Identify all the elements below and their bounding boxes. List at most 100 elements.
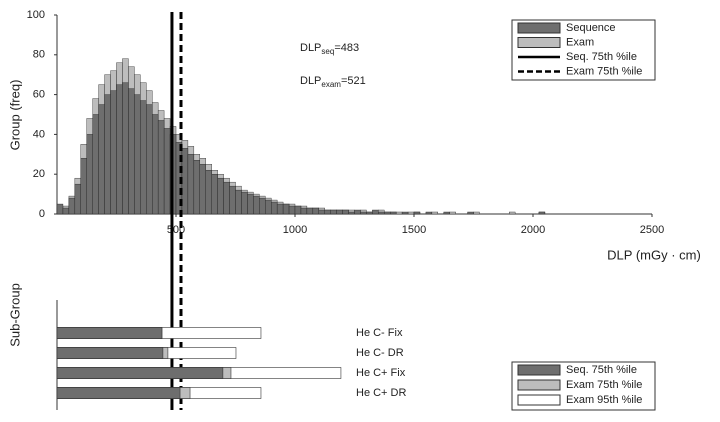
histogram-bar bbox=[271, 201, 278, 215]
category-label: He C- DR bbox=[356, 347, 404, 359]
bar bbox=[56, 347, 164, 359]
x-tick-label: 1000 bbox=[283, 224, 307, 236]
histogram-bar bbox=[122, 82, 129, 215]
histogram-bar bbox=[128, 88, 135, 215]
histogram-bar bbox=[146, 104, 153, 215]
histogram-bar bbox=[253, 195, 260, 215]
histogram-bar bbox=[342, 209, 349, 215]
histogram-bar bbox=[300, 207, 308, 215]
histogram-bar bbox=[211, 173, 218, 215]
bar bbox=[56, 327, 163, 339]
histogram-bar bbox=[336, 209, 343, 215]
legend-swatch bbox=[517, 394, 561, 406]
histogram-bar bbox=[431, 211, 439, 215]
histogram-bar bbox=[181, 148, 189, 215]
histogram-bar bbox=[104, 94, 111, 215]
annotation-rest: =483 bbox=[334, 42, 359, 54]
histogram-bar bbox=[538, 211, 546, 215]
histogram-bar bbox=[241, 191, 248, 215]
histogram-bar bbox=[259, 197, 266, 215]
histogram-bar bbox=[229, 185, 236, 215]
bar bbox=[56, 367, 224, 379]
histogram-bar bbox=[134, 94, 141, 215]
histogram-bar bbox=[443, 211, 450, 215]
histogram-bar bbox=[235, 189, 242, 215]
x-axis-label: DLP (mGy · cm) bbox=[607, 247, 701, 262]
histogram-bar bbox=[449, 211, 456, 215]
annotation-rest: =521 bbox=[341, 75, 366, 87]
histogram-bar bbox=[306, 207, 314, 215]
histogram-bar bbox=[324, 209, 331, 215]
histogram-bar bbox=[413, 211, 421, 215]
histogram-bar bbox=[56, 203, 64, 215]
histogram-bar bbox=[425, 211, 433, 215]
histogram-bar bbox=[288, 205, 296, 215]
category-label: He C+ Fix bbox=[356, 367, 406, 379]
y-axis-label: Group (freq) bbox=[7, 80, 22, 151]
histogram-bar bbox=[163, 128, 171, 215]
histogram-bar bbox=[151, 114, 159, 215]
x-tick-label: 2500 bbox=[640, 224, 664, 236]
y-tick-label: 0 bbox=[39, 208, 45, 220]
histogram-bar bbox=[473, 211, 480, 215]
bar bbox=[56, 387, 181, 399]
histogram-bar bbox=[312, 207, 320, 215]
histogram-bar bbox=[157, 120, 165, 215]
histogram-bar bbox=[187, 154, 195, 215]
histogram-bar bbox=[372, 209, 379, 215]
legend-label: Exam 95th %ile bbox=[566, 394, 642, 406]
histogram-bar bbox=[110, 90, 117, 215]
histogram-bar bbox=[62, 207, 70, 215]
legend-label: Seq. 75th %ile bbox=[566, 51, 637, 63]
histogram-bar bbox=[193, 160, 201, 215]
histogram-bar bbox=[74, 183, 81, 215]
legend-label: Sequence bbox=[566, 22, 616, 34]
histogram-bar bbox=[80, 158, 87, 215]
histogram-bar bbox=[265, 199, 272, 215]
histogram-bar bbox=[217, 177, 224, 215]
histogram-bar bbox=[205, 170, 212, 215]
annotation: DLPexam=521 bbox=[300, 75, 366, 89]
y-axis-label: Sub-Group bbox=[7, 283, 22, 347]
legend-label: Seq. 75th %ile bbox=[566, 364, 637, 376]
histogram-bar bbox=[282, 203, 290, 215]
legend-label: Exam bbox=[566, 36, 594, 48]
histogram-bar bbox=[401, 211, 409, 215]
legend-swatch bbox=[517, 37, 561, 48]
x-tick-label: 2000 bbox=[521, 224, 545, 236]
histogram-bar bbox=[199, 164, 206, 215]
y-tick-label: 20 bbox=[33, 168, 45, 180]
histogram-bar bbox=[318, 209, 325, 215]
histogram-bar bbox=[366, 211, 373, 215]
histogram-bar bbox=[140, 100, 147, 215]
legend-swatch bbox=[517, 379, 561, 391]
legend-label: Exam 75th %ile bbox=[566, 65, 642, 77]
histogram-bar bbox=[86, 134, 93, 215]
annotation-text: DLP bbox=[300, 42, 321, 54]
annotation-sub: seq bbox=[321, 47, 334, 56]
histogram-bar bbox=[92, 114, 99, 215]
histogram-bar bbox=[407, 211, 415, 215]
histogram-bar bbox=[116, 84, 123, 215]
histogram-bar bbox=[354, 209, 361, 215]
histogram-bar bbox=[360, 211, 367, 215]
histogram-bar bbox=[294, 205, 302, 215]
histogram-bar bbox=[378, 211, 385, 215]
histogram-bar bbox=[384, 211, 391, 215]
histogram-bar bbox=[98, 104, 105, 215]
histogram-bar bbox=[223, 181, 230, 215]
category-label: He C+ DR bbox=[356, 387, 406, 399]
histogram-bar bbox=[330, 209, 337, 215]
category-label: He C- Fix bbox=[356, 327, 403, 339]
annotation-text: DLP bbox=[300, 75, 321, 87]
annotation-sub: exam bbox=[321, 80, 341, 89]
y-tick-label: 40 bbox=[33, 128, 45, 140]
legend-label: Exam 75th %ile bbox=[566, 379, 642, 391]
histogram-bar bbox=[348, 211, 355, 215]
histogram-bar bbox=[247, 193, 254, 215]
x-tick-label: 1500 bbox=[402, 224, 426, 236]
histogram-bar bbox=[467, 211, 474, 215]
legend-swatch bbox=[517, 22, 561, 34]
y-tick-label: 100 bbox=[27, 9, 45, 21]
